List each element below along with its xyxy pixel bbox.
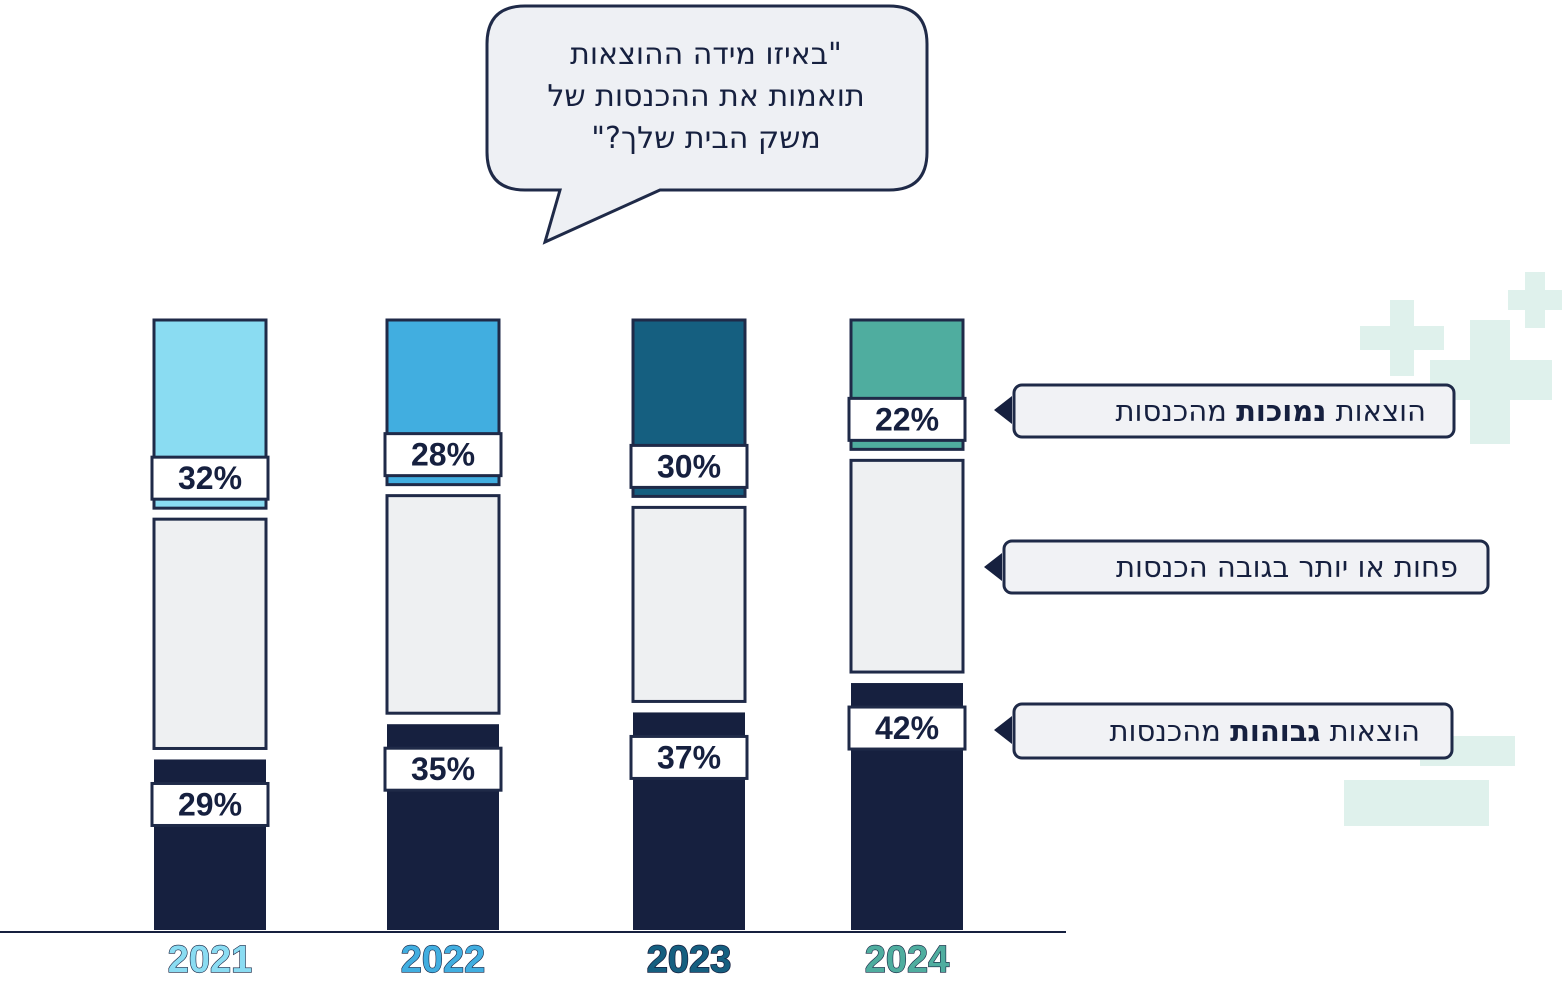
bubble-shape xyxy=(485,4,929,245)
year-labels: 2021 2022 2023 2024 xyxy=(167,938,950,982)
data-label-low-2021-text: 32% xyxy=(178,460,242,496)
data-label-low-2024: 22% xyxy=(847,396,967,442)
data-label-low-2022: 28% xyxy=(383,432,503,478)
bar-mid-2024 xyxy=(849,458,965,674)
data-label-low-2023-text: 30% xyxy=(657,448,721,484)
data-label-high-2023-box xyxy=(629,734,749,780)
data-label-high-2021-text: 29% xyxy=(178,786,242,822)
bar-mid-2023 xyxy=(631,505,747,703)
question-line-2: תואמות את ההכנסות של xyxy=(547,79,864,114)
year-label-2023: 2023 xyxy=(647,939,732,981)
year-label-2022: 2022 xyxy=(401,939,486,981)
data-label-high-2022-text: 35% xyxy=(411,751,475,787)
data-label-high-2021: 29% xyxy=(150,781,270,827)
question-bubble: "באיזו מידה ההוצאות תואמות את ההכנסות של… xyxy=(485,4,929,245)
legend-box-low xyxy=(1012,383,1456,439)
data-label-high-2024-text: 42% xyxy=(875,710,939,746)
legend-item-low: הוצאות נמוכות מהכנסות xyxy=(994,383,1456,439)
data-label-low-2023-box xyxy=(629,443,749,489)
legend-label-high: הוצאות גבוהות מהכנסות xyxy=(1109,714,1420,748)
data-label-high-2021-box xyxy=(150,781,270,827)
year-label-2021: 2021 xyxy=(168,939,253,981)
data-label-low-2024-text: 22% xyxy=(875,401,939,437)
data-label-high-2022-box xyxy=(383,746,503,792)
data-label-low-2021: 32% xyxy=(150,455,270,501)
data-label-low-2024-box xyxy=(847,396,967,442)
legend-box-mid xyxy=(1002,539,1490,595)
legend-item-mid: פחות או יותר בגובה הכנסות xyxy=(984,539,1490,595)
legend: הוצאות נמוכות מהכנסות פחות או יותר בגובה… xyxy=(984,383,1490,760)
bar-mid-2022 xyxy=(385,494,501,715)
bars-group: 32% 29% 28% 35% 30% 37% 22% 42% xyxy=(150,318,967,930)
legend-label-low-bold: נמוכות xyxy=(1236,394,1326,428)
data-label-low-2022-box xyxy=(383,432,503,478)
data-label-low-2021-box xyxy=(150,455,270,501)
question-line-1: "באיזו מידה ההוצאות xyxy=(570,37,842,72)
legend-pointer-low xyxy=(994,396,1012,424)
legend-pointer-mid xyxy=(984,553,1002,581)
legend-box-high xyxy=(1012,702,1454,760)
bar-mid-2021 xyxy=(152,517,268,750)
legend-label-low: הוצאות נמוכות מהכנסות xyxy=(1116,394,1427,428)
legend-pointer-high xyxy=(994,716,1012,744)
legend-label-mid: פחות או יותר בגובה הכנסות xyxy=(1116,550,1458,584)
data-label-low-2023: 30% xyxy=(629,443,749,489)
data-label-high-2023: 37% xyxy=(629,734,749,780)
data-label-low-2022-text: 28% xyxy=(411,437,475,473)
legend-item-high: הוצאות גבוהות מהכנסות xyxy=(994,702,1454,760)
year-label-2024: 2024 xyxy=(865,939,950,981)
data-label-high-2023-text: 37% xyxy=(657,739,721,775)
data-label-high-2024-box xyxy=(847,705,967,751)
legend-label-high-bold: גבוהות xyxy=(1230,714,1320,748)
question-line-3: משק הבית שלך?" xyxy=(591,121,821,156)
data-label-high-2024: 42% xyxy=(847,705,967,751)
decorative-shapes xyxy=(1344,272,1562,826)
data-label-high-2022: 35% xyxy=(383,746,503,792)
